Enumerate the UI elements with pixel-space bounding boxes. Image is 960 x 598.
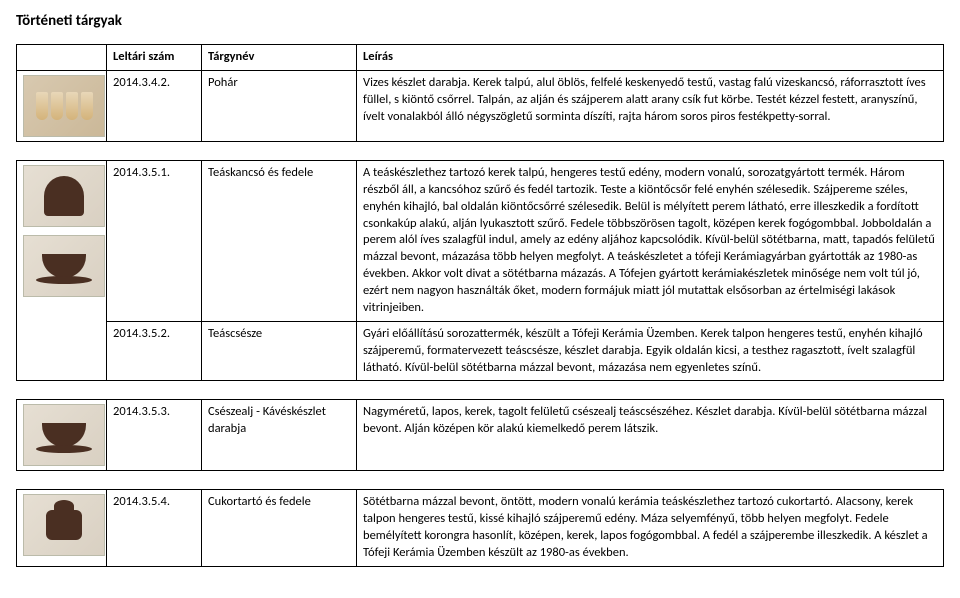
product-thumbnail [23, 165, 105, 227]
product-thumbnail [23, 75, 105, 137]
catalog-table: Leltári szám Tárgynév Leírás 2014.3.4.2.… [16, 44, 944, 567]
cell-image [17, 70, 107, 141]
table-header-row: Leltári szám Tárgynév Leírás [17, 45, 944, 71]
cell-inventory: 2014.3.5.3. [107, 400, 202, 471]
table-row: 2014.3.5.4. Cukortartó és fedele Sötétba… [17, 490, 944, 567]
cell-desc: Sötétbarna mázzal bevont, öntött, modern… [357, 490, 944, 567]
row-spacer [17, 381, 944, 400]
header-inventory: Leltári szám [107, 45, 202, 71]
table-row: 2014.3.5.1. Teáskancsó és fedele A teásk… [17, 160, 944, 321]
table-row: 2014.3.5.2. Teáscsésze Gyári előállítású… [17, 321, 944, 381]
product-thumbnail [23, 235, 105, 297]
page-title: Történeti tárgyak [16, 12, 944, 30]
cell-desc: Gyári előállítású sorozattermék, készült… [357, 321, 944, 381]
row-spacer [17, 471, 944, 490]
cell-desc: Vizes készlet darabja. Kerek talpú, alul… [357, 70, 944, 141]
cell-image [17, 160, 107, 381]
cell-inventory: 2014.3.5.2. [107, 321, 202, 381]
cell-name: Cukortartó és fedele [202, 490, 357, 567]
cell-image [17, 400, 107, 471]
product-thumbnail [23, 404, 105, 466]
table-row: 2014.3.5.3. Csészealj - Kávéskészlet dar… [17, 400, 944, 471]
cell-desc: A teáskészlethez tartozó kerek talpú, he… [357, 160, 944, 321]
cell-name: Csészealj - Kávéskészlet darabja [202, 400, 357, 471]
cell-desc: Nagyméretű, lapos, kerek, tagolt felület… [357, 400, 944, 471]
table-row: 2014.3.4.2. Pohár Vizes készlet darabja.… [17, 70, 944, 141]
cell-name: Teáskancsó és fedele [202, 160, 357, 321]
cell-image [17, 490, 107, 567]
teapot-icon [44, 176, 84, 216]
cup-icon [42, 423, 86, 447]
cell-inventory: 2014.3.5.4. [107, 490, 202, 567]
cell-inventory: 2014.3.5.1. [107, 160, 202, 321]
product-thumbnail [23, 494, 105, 556]
cell-name: Pohár [202, 70, 357, 141]
glasses-icon [36, 92, 93, 120]
cup-icon [42, 254, 86, 278]
header-name: Tárgynév [202, 45, 357, 71]
jar-icon [46, 510, 82, 540]
row-spacer [17, 141, 944, 160]
cell-name: Teáscsésze [202, 321, 357, 381]
header-image [17, 45, 107, 71]
cell-inventory: 2014.3.4.2. [107, 70, 202, 141]
header-desc: Leírás [357, 45, 944, 71]
